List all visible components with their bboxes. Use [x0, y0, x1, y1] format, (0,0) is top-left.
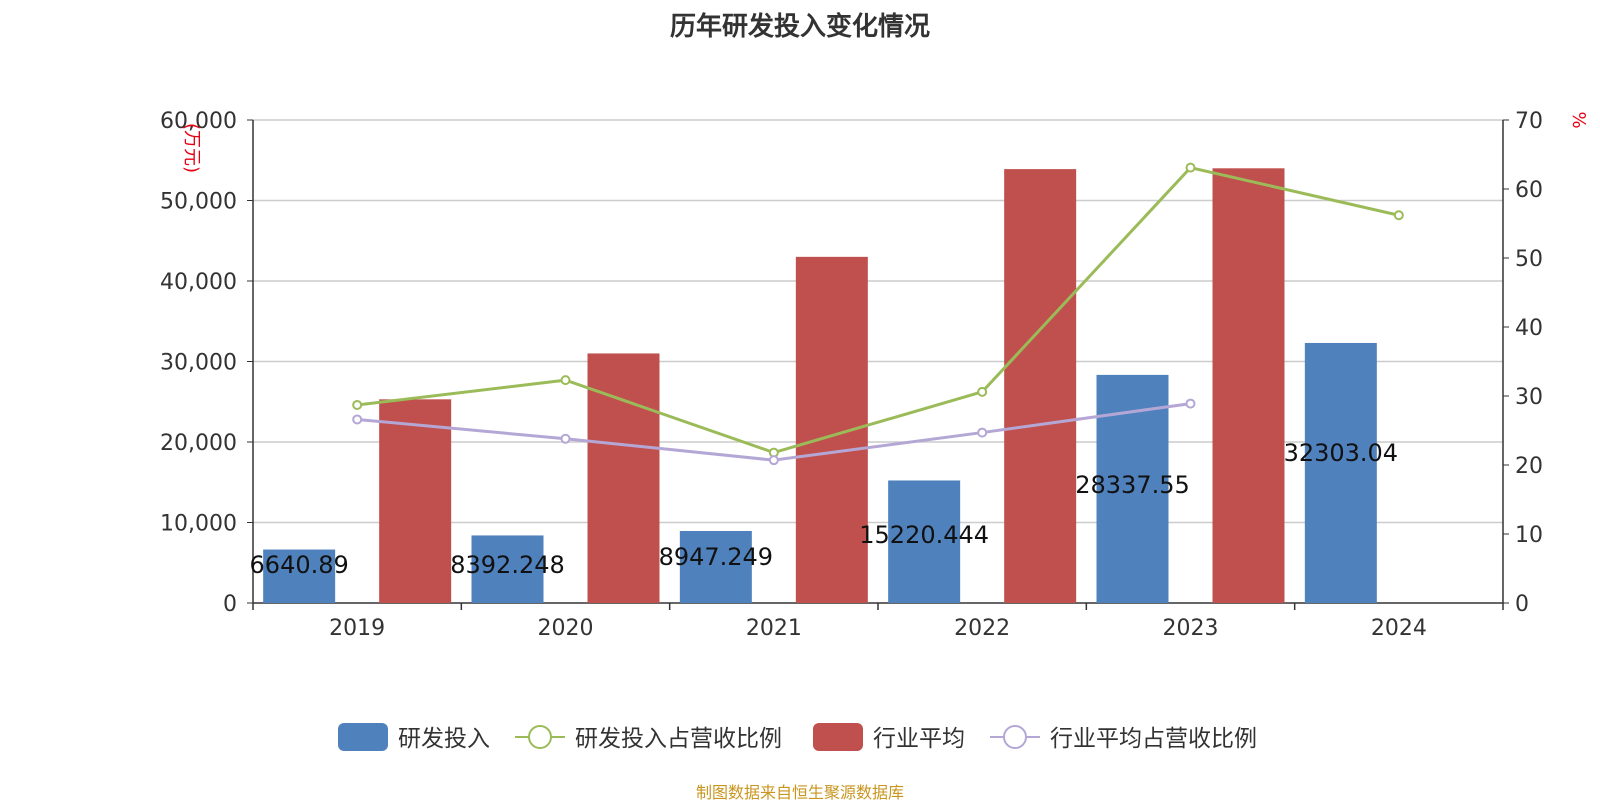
point-研发投入占营收比例 [977, 386, 988, 397]
point-研发投入占营收比例 [1393, 210, 1404, 221]
left-tick-label: 10,000 [160, 512, 237, 537]
legend-swatch-marker [528, 725, 552, 749]
right-tick-label: 60 [1515, 178, 1543, 203]
bar-data-label: 32303.04 [1284, 439, 1399, 467]
bar-行业平均 [587, 353, 660, 603]
x-tick-label: 2021 [746, 616, 802, 641]
right-tick-label: 70 [1515, 109, 1543, 134]
bar-data-label: 6640.89 [250, 551, 349, 579]
right-tick-label: 40 [1515, 316, 1543, 341]
bar-data-label: 8392.248 [450, 551, 565, 579]
x-tick-label: 2019 [329, 616, 385, 641]
left-tick-label: 20,000 [160, 431, 237, 456]
bar-研发投入 [471, 535, 544, 603]
line-研发投入占营收比例 [356, 165, 1400, 455]
x-tick-label: 2022 [954, 616, 1010, 641]
legend-swatch [813, 723, 863, 751]
point-行业平均占营收比例 [352, 414, 363, 425]
bar-行业平均 [1212, 168, 1285, 604]
bar-data-label: 15220.444 [859, 521, 989, 549]
bar-行业平均 [1004, 169, 1077, 604]
left-axis-unit: (万元) [181, 123, 202, 173]
legend-swatch [338, 723, 388, 751]
legend-label: 行业平均 [873, 726, 965, 752]
bar-行业平均 [795, 256, 868, 603]
point-研发投入占营收比例 [352, 399, 363, 410]
left-tick-label: 40,000 [160, 270, 237, 295]
right-tick-label: 20 [1515, 454, 1543, 479]
right-tick-label: 10 [1515, 523, 1543, 548]
chart-title: 历年研发投入变化情况 [669, 12, 930, 42]
right-tick-label: 0 [1515, 592, 1529, 617]
point-行业平均占营收比例 [768, 455, 779, 466]
point-行业平均占营收比例 [1185, 398, 1196, 409]
bar-data-label: 8947.249 [659, 543, 774, 571]
right-axis-unit: % [1568, 111, 1589, 128]
right-tick-label: 50 [1515, 247, 1543, 272]
point-行业平均占营收比例 [977, 427, 988, 438]
bar-行业平均 [379, 399, 452, 603]
x-tick-label: 2024 [1371, 616, 1427, 641]
left-tick-label: 60,000 [160, 109, 237, 134]
point-行业平均占营收比例 [560, 433, 571, 444]
point-研发投入占营收比例 [560, 375, 571, 386]
legend-label: 行业平均占营收比例 [1050, 726, 1257, 752]
x-tick-label: 2023 [1163, 616, 1219, 641]
left-tick-label: 0 [223, 592, 237, 617]
point-研发投入占营收比例 [1185, 162, 1196, 173]
legend-swatch-marker [1003, 725, 1027, 749]
left-tick-label: 50,000 [160, 190, 237, 215]
source-note: 制图数据来自恒生聚源数据库 [695, 783, 904, 802]
legend-label: 研发投入 [398, 726, 490, 752]
right-tick-label: 30 [1515, 385, 1543, 410]
legend-label: 研发投入占营收比例 [575, 726, 782, 752]
bar-研发投入 [679, 530, 752, 603]
x-tick-label: 2020 [538, 616, 594, 641]
bar-研发投入 [263, 549, 336, 603]
bar-研发投入 [888, 480, 961, 603]
left-tick-label: 30,000 [160, 351, 237, 376]
bar-data-label: 28337.55 [1075, 471, 1190, 499]
bar-研发投入 [1304, 342, 1377, 603]
